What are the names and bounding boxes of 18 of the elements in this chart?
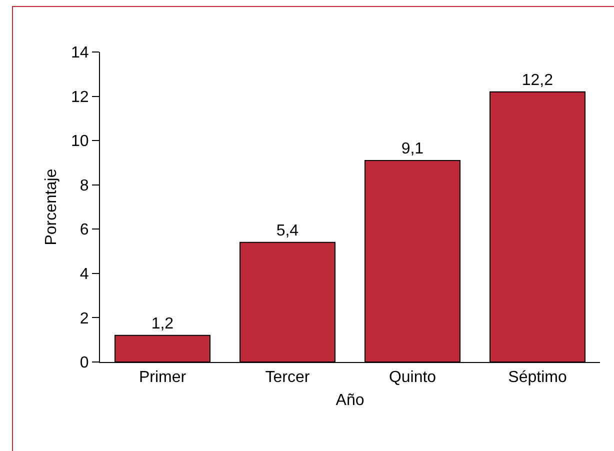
data-label: 12,2 xyxy=(522,72,554,89)
y-tick-label: 8 xyxy=(80,177,89,194)
data-label: 5,4 xyxy=(276,222,299,240)
y-tick-label: 4 xyxy=(80,266,89,284)
y-tick-label: 12 xyxy=(71,88,89,106)
x-tick-label: Quinto xyxy=(388,369,436,386)
x-tick-label: Tercer xyxy=(265,369,310,386)
y-tick-label: 6 xyxy=(80,222,89,239)
y-axis-title: Porcentaje xyxy=(42,168,60,246)
y-tick-label: 14 xyxy=(71,44,89,62)
x-tick-label: Séptimo xyxy=(508,369,567,386)
y-tick-label: 2 xyxy=(80,310,89,328)
y-tick-label: 10 xyxy=(71,133,89,150)
x-axis-title: Año xyxy=(336,392,364,409)
data-label: 1,2 xyxy=(151,315,174,332)
y-tick-label: 0 xyxy=(80,354,89,372)
data-label: 9,1 xyxy=(401,140,424,158)
x-tick-label: Primer xyxy=(138,369,187,386)
